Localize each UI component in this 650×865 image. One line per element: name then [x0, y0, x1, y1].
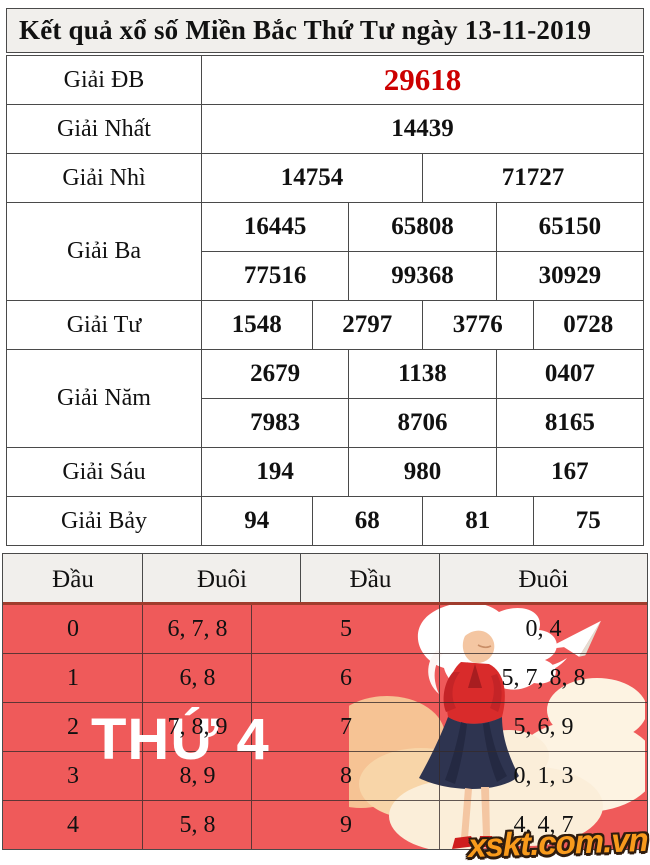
prize-value: 2679 [202, 350, 349, 398]
prize-row-giai-bay: Giải Bảy 94 68 81 75 [7, 497, 643, 545]
head-tail-text: Đầu Đuôi Đầu Đuôi 0 6, 7, 8 5 0, 4 1 6, … [3, 554, 647, 849]
head-value: 5 [340, 616, 352, 642]
tail-value: 5, 8 [179, 812, 216, 838]
lottery-results-page: { "title": "Kết quả xổ số Miền Bắc Thứ T… [0, 8, 650, 864]
prize-value: 14439 [202, 105, 643, 153]
tail-value: 7, 8, 9 [167, 714, 228, 740]
prize-value-special: 29618 [202, 56, 643, 104]
prize-label: Giải Nhì [7, 154, 201, 202]
prize-value: 1548 [202, 301, 312, 349]
page-title: Kết quả xổ số Miền Bắc Thứ Tư ngày 13-11… [6, 8, 644, 53]
tail-value: 5, 7, 8, 8 [501, 665, 586, 691]
head-tail-header: Đầu [52, 565, 94, 593]
head-value: 0 [67, 616, 79, 642]
prize-value: 94 [202, 497, 312, 545]
head-tail-row: 0 6, 7, 8 5 0, 4 [3, 605, 647, 654]
head-tail-row: 1 6, 8 6 5, 7, 8, 8 [3, 654, 647, 703]
prize-value: 0728 [533, 301, 643, 349]
head-value: 1 [67, 665, 79, 691]
prize-value: 14754 [202, 154, 422, 202]
tail-value: 0, 4 [525, 616, 562, 642]
head-tail-header: Đuôi [197, 565, 247, 593]
prize-row-giai-nhat: Giải Nhất 14439 [7, 105, 643, 153]
paper-plane-icon [545, 620, 601, 657]
prize-value: 77516 [202, 252, 349, 300]
prize-value: 2797 [312, 301, 422, 349]
prize-label: Giải Bảy [7, 497, 201, 545]
prize-value: 3776 [423, 301, 533, 349]
closed-eye [477, 644, 492, 649]
prize-value: 71727 [423, 154, 643, 202]
prize-value: 68 [312, 497, 422, 545]
prize-label: Giải Ba [7, 203, 201, 300]
svg-text:♥: ♥ [513, 656, 521, 671]
prize-value: 30929 [496, 252, 643, 300]
prize-label: Giải Nhất [7, 105, 201, 153]
prize-value: 65808 [349, 203, 496, 251]
prize-row-giai-db: Giải ĐB 29618 [7, 56, 643, 104]
head-value: 3 [67, 763, 79, 789]
red-shoe [452, 836, 476, 849]
prize-row-giai-tu: Giải Tư 1548 2797 3776 0728 [7, 301, 643, 349]
head-value: 7 [340, 714, 352, 740]
head-tail-row: 3 8, 9 8 0, 1, 3 [3, 752, 647, 801]
tail-value: 8, 9 [179, 763, 216, 789]
prize-row-giai-ba: Giải Ba 16445 65808 65150 77516 99368 30… [7, 203, 643, 300]
prize-row-giai-sau: Giải Sáu 194 980 167 [7, 448, 643, 496]
tail-value: 4, 4, 7 [513, 812, 574, 838]
prize-value: 81 [423, 497, 533, 545]
navy-skirt [419, 717, 519, 790]
head-tail-table: ♥ ♥ ♥ THỨ 4 Đầu Đuôi Đầu Đuôi 0 6, 7, 8 … [2, 553, 648, 850]
prize-table: Giải ĐB 29618 Giải Nhất 14439 Giải Nhì 1… [6, 55, 644, 546]
head-value: 6 [340, 665, 352, 691]
prize-value: 75 [533, 497, 643, 545]
svg-text:♥: ♥ [547, 641, 552, 650]
prize-row-giai-nhi: Giải Nhì 14754 71727 [7, 154, 643, 202]
prize-value: 65150 [496, 203, 643, 251]
leg [481, 787, 490, 836]
tail-value: 0, 1, 3 [513, 763, 574, 789]
prize-label: Giải Sáu [7, 448, 201, 496]
prize-value: 8165 [496, 399, 643, 447]
head-tail-row: 2 7, 8, 9 7 5, 6, 9 [3, 703, 647, 752]
prize-value: 980 [349, 448, 496, 496]
thu4-watermark: THỨ 4 [91, 707, 270, 772]
girl-on-clouds-illustration: ♥ ♥ ♥ [349, 602, 645, 849]
prize-value: 16445 [202, 203, 349, 251]
site-logo[interactable]: xskt.com.vn [467, 820, 649, 865]
prize-value: 194 [202, 448, 349, 496]
head-value: 8 [340, 763, 352, 789]
head-tail-header: Đuôi [518, 565, 569, 593]
head-tail-row: 4 5, 8 9 4, 4, 7 [3, 801, 647, 849]
prize-label: Giải Năm [7, 350, 201, 447]
head-value: 4 [67, 812, 79, 838]
tail-value: 6, 7, 8 [167, 616, 228, 642]
prize-row-giai-nam: Giải Năm 2679 1138 0407 7983 8706 8165 [7, 350, 643, 447]
prize-label: Giải Tư [7, 301, 201, 349]
face [462, 630, 495, 663]
prize-label: Giải ĐB [7, 56, 201, 104]
tail-value: 6, 8 [179, 665, 216, 691]
red-shoe [478, 836, 496, 848]
prize-value: 8706 [349, 399, 496, 447]
head-tail-header: Đầu [349, 565, 392, 593]
prize-value: 1138 [349, 350, 496, 398]
tail-value: 5, 6, 9 [513, 714, 574, 740]
head-value: 9 [340, 812, 352, 838]
prize-value: 167 [496, 448, 643, 496]
prize-value: 0407 [496, 350, 643, 398]
prize-value: 7983 [202, 399, 349, 447]
prize-value: 99368 [349, 252, 496, 300]
head-value: 2 [67, 714, 79, 740]
hearts-trail-icon [498, 642, 554, 665]
